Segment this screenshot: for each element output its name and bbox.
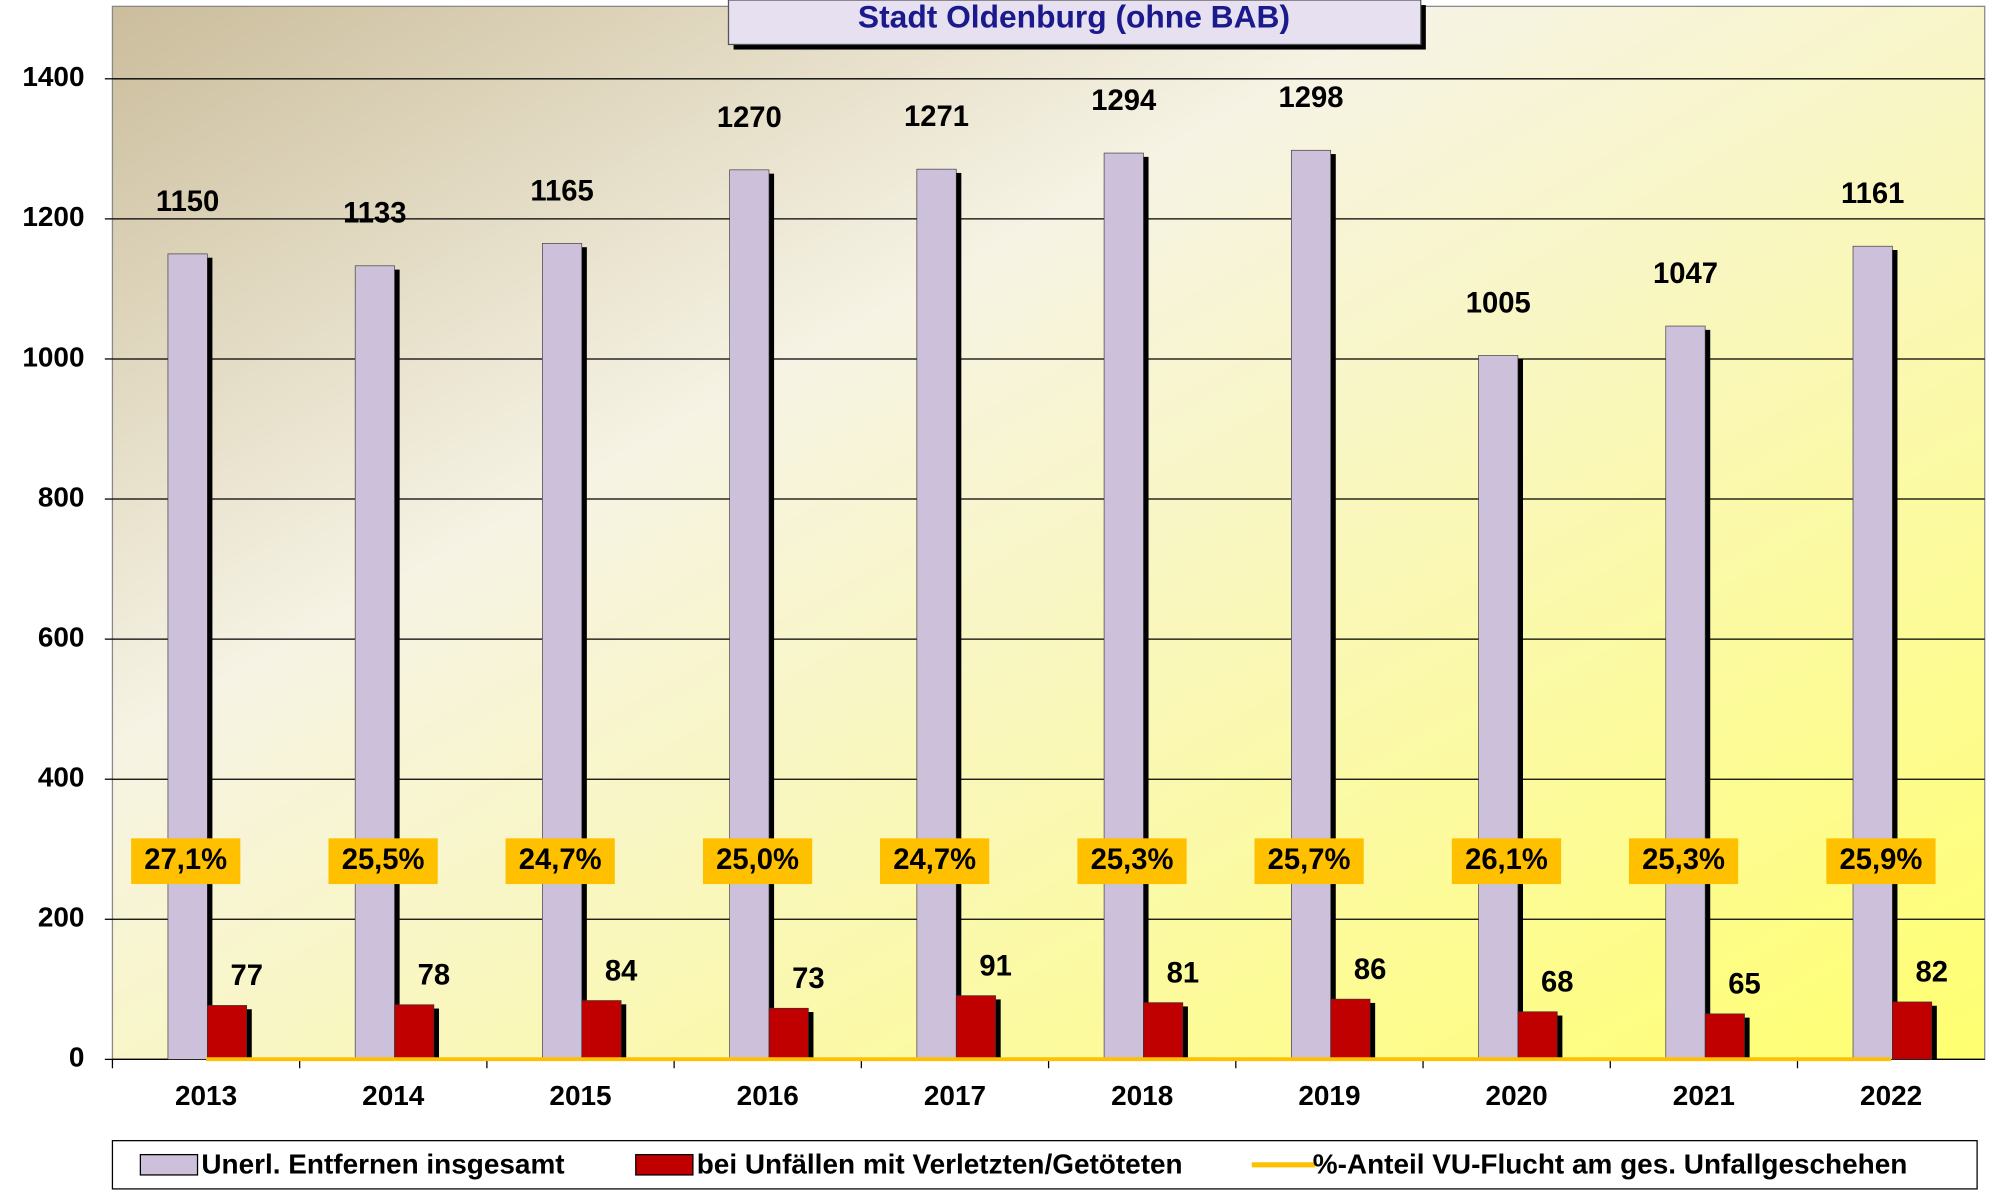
data-label: 86	[1354, 954, 1386, 986]
bar	[1290, 149, 1332, 1060]
bar	[1103, 152, 1144, 1060]
label-box	[1628, 838, 1739, 885]
y-tick-label: 1000	[22, 341, 84, 372]
data-label: 1150	[156, 186, 219, 218]
bar	[1665, 325, 1706, 1060]
bar	[542, 243, 583, 1060]
data-label: 1294	[1091, 85, 1157, 117]
data-label: 1161	[1841, 178, 1904, 210]
data-label: 1165	[530, 175, 593, 207]
label-box	[131, 838, 241, 885]
x-tick-label: 2020	[1486, 1080, 1548, 1111]
title-box	[727, 0, 1422, 46]
bar	[394, 1004, 435, 1060]
bar	[1517, 1011, 1558, 1060]
x-tick-label: 2014	[362, 1080, 425, 1111]
x-tick-label: 2017	[924, 1080, 986, 1111]
y-tick-label: 1200	[22, 201, 84, 232]
label-box	[1826, 838, 1936, 885]
x-tick-label: 2019	[1298, 1080, 1360, 1111]
data-label: 84	[605, 955, 638, 987]
data-label: 82	[1916, 957, 1948, 989]
data-label: 24,7%	[519, 844, 602, 876]
data-label: 25,0%	[716, 844, 799, 876]
bar	[1704, 1013, 1745, 1060]
y-tick-label: 0	[69, 1042, 85, 1073]
bar	[1892, 1001, 1933, 1060]
bar	[729, 169, 770, 1060]
label-box	[505, 838, 615, 885]
bar	[955, 995, 996, 1060]
label-box	[1254, 838, 1364, 885]
legend-swatch	[635, 1153, 694, 1176]
data-label: 78	[418, 960, 450, 992]
data-label: 1047	[1653, 258, 1718, 290]
chart-title: Stadt Oldenburg (ohne BAB)	[858, 0, 1290, 34]
data-label: 25,7%	[1268, 844, 1351, 876]
bar	[1478, 355, 1519, 1060]
y-tick-label: 400	[38, 762, 85, 793]
x-tick-label: 2021	[1673, 1080, 1735, 1111]
data-label: 1270	[717, 102, 782, 134]
data-label: 27,1%	[144, 844, 227, 876]
data-label: 25,9%	[1840, 844, 1923, 876]
legend	[111, 1140, 1978, 1190]
y-tick-label: 800	[38, 481, 85, 512]
data-label: 91	[979, 950, 1011, 982]
bar	[1852, 245, 1893, 1060]
bar	[206, 1005, 248, 1060]
data-label: 68	[1541, 967, 1573, 999]
x-tick-label: 2018	[1111, 1080, 1173, 1111]
data-label: 1005	[1466, 287, 1531, 319]
y-tick-label: 600	[38, 621, 85, 652]
x-tick-label: 2016	[737, 1080, 799, 1111]
data-label: 1298	[1279, 82, 1344, 114]
bar	[581, 1000, 622, 1060]
bar	[768, 1007, 809, 1060]
data-label: 1133	[343, 198, 406, 230]
bar	[916, 168, 957, 1060]
legend-label: bei Unfällen mit Verletzten/Getöteten	[697, 1148, 1183, 1179]
legend-label: Unerl. Entfernen insgesamt	[201, 1148, 564, 1179]
data-label: 26,1%	[1465, 844, 1548, 876]
data-label: 25,3%	[1091, 844, 1174, 876]
label-box	[880, 838, 990, 885]
y-tick-label: 1400	[22, 61, 84, 92]
data-label: 1271	[904, 101, 969, 133]
label-box	[1077, 838, 1187, 885]
data-label: 73	[792, 963, 824, 995]
bar	[1330, 998, 1371, 1060]
y-tick-label: 200	[38, 902, 85, 933]
bar	[354, 265, 395, 1060]
legend-swatch	[139, 1153, 199, 1176]
data-label: 25,5%	[342, 844, 425, 876]
x-tick-label: 2015	[549, 1080, 611, 1111]
label-box	[328, 838, 438, 885]
x-tick-label: 2022	[1860, 1080, 1922, 1111]
data-label: 77	[230, 960, 262, 992]
data-label: 24,7%	[893, 844, 976, 876]
data-label: 25,3%	[1642, 844, 1725, 876]
data-label: 81	[1167, 957, 1199, 989]
bar	[1143, 1002, 1184, 1060]
bar	[167, 253, 208, 1060]
data-label: 65	[1728, 969, 1760, 1001]
label-box	[1451, 838, 1562, 885]
legend-label: %-Anteil VU-Flucht am ges. Unfallgescheh…	[1313, 1148, 1908, 1179]
label-box	[702, 838, 813, 885]
x-tick-label: 2013	[175, 1080, 237, 1111]
